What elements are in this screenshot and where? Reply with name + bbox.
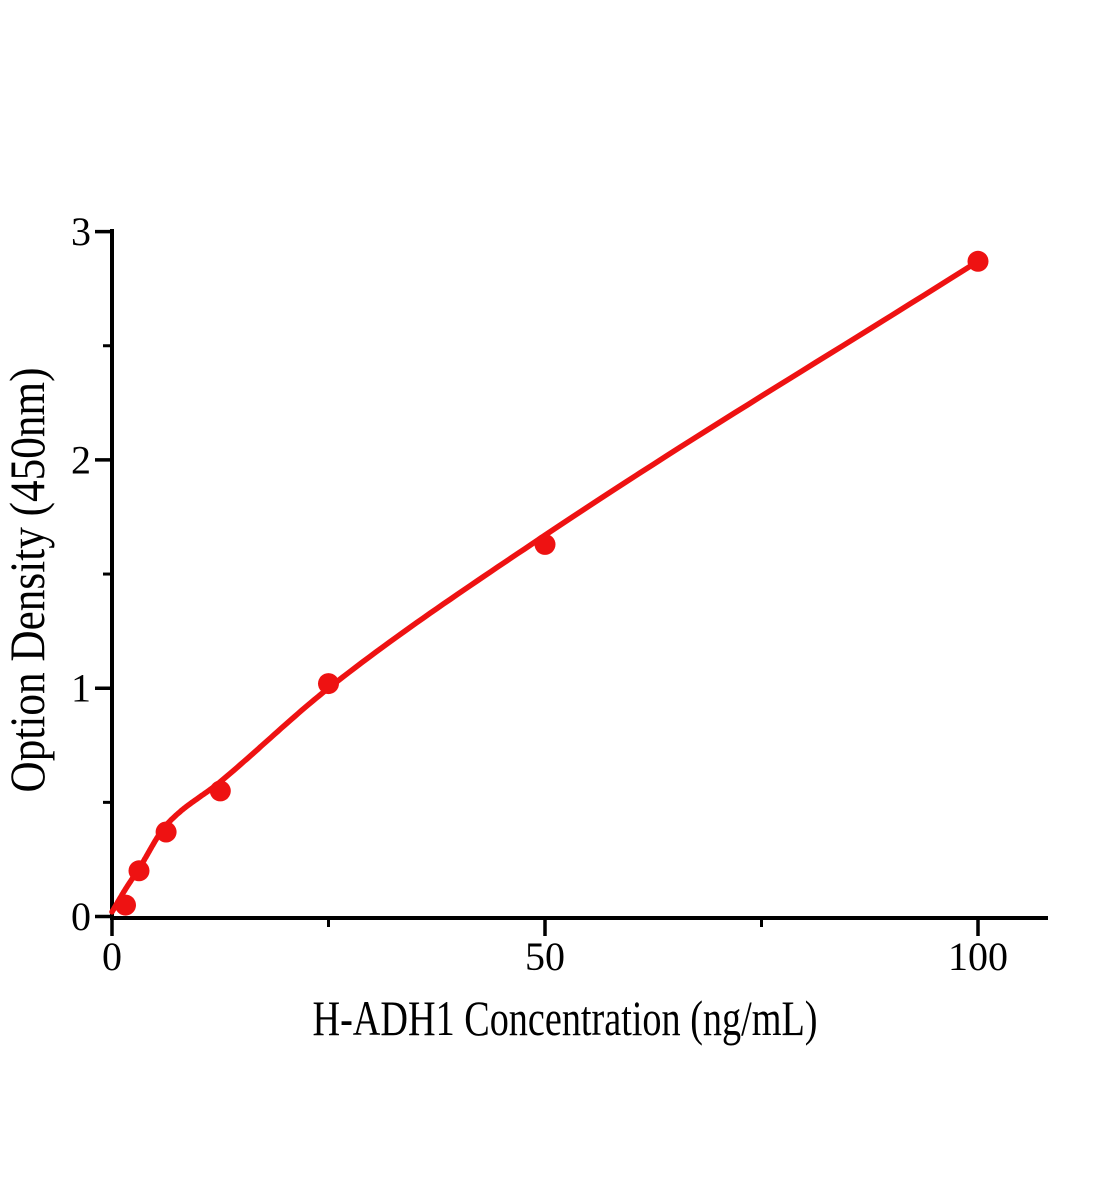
y-tick-label: 0 — [71, 894, 91, 939]
fit-curve-line — [109, 258, 981, 915]
series-layer — [109, 250, 989, 916]
data-point — [128, 860, 150, 882]
x-tick-label: 50 — [525, 934, 565, 979]
data-point — [534, 533, 556, 555]
y-tick-label: 1 — [71, 666, 91, 711]
x-axis-title: H-ADH1 Concentration (ng/mL) — [313, 990, 818, 1046]
y-tick-label: 2 — [71, 437, 91, 482]
data-point — [155, 821, 177, 843]
x-tick-label: 100 — [948, 934, 1008, 979]
x-tick-label: 0 — [102, 934, 122, 979]
axes-layer: 0 1 2 3 0 50 100 — [71, 209, 1048, 979]
data-point — [967, 250, 989, 272]
data-point — [209, 780, 231, 802]
data-point — [115, 894, 136, 916]
y-axis-title: Option Density (450nm) — [0, 368, 55, 793]
y-tick-label: 3 — [71, 209, 91, 254]
data-point — [318, 673, 339, 695]
